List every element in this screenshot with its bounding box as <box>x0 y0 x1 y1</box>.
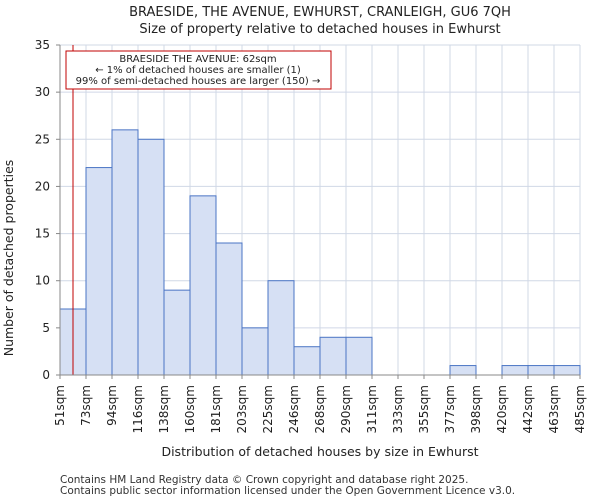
bar-116sqm <box>137 138 165 376</box>
bar-73sqm <box>85 167 113 376</box>
x-tick-label-463sqm: 463sqm <box>547 385 561 433</box>
x-tick-label-160sqm: 160sqm <box>183 385 197 433</box>
x-tick-label-268sqm: 268sqm <box>313 385 327 433</box>
y-tick-label-0: 0 <box>42 368 50 382</box>
y-tick-label-25: 25 <box>35 132 50 146</box>
y-tick-label-5: 5 <box>42 321 50 335</box>
bar-225sqm <box>267 280 295 376</box>
y-tick-label-10: 10 <box>35 274 50 288</box>
x-tick-label-203sqm: 203sqm <box>235 385 249 433</box>
y-tick-label-20: 20 <box>35 179 50 193</box>
bar-463sqm <box>553 365 581 376</box>
y-tick-labels: 0 5 10 15 20 25 30 35 <box>35 38 60 382</box>
bar-246sqm <box>293 346 321 376</box>
x-tick-label-420sqm: 420sqm <box>495 385 509 433</box>
bar-181sqm <box>215 242 243 376</box>
y-axis-label: Number of detached properties <box>1 160 16 357</box>
bar-268sqm <box>319 336 347 376</box>
x-tick-label-246sqm: 246sqm <box>287 385 301 433</box>
x-tick-labels: 51sqm 73sqm 94sqm 116sqm 138sqm 160sqm 181sqm 2… <box>53 375 587 433</box>
footer-line-1: Contains HM Land Registry data © Crown c… <box>60 474 469 486</box>
bar-442sqm <box>527 365 555 376</box>
bar-420sqm <box>501 365 529 376</box>
x-tick-label-73sqm: 73sqm <box>79 385 93 426</box>
annotation-box: BRAESIDE THE AVENUE: 62sqm ← 1% of detac… <box>65 50 332 90</box>
footer-line-2: Contains public sector information licen… <box>60 485 516 497</box>
x-tick-label-377sqm: 377sqm <box>443 385 457 433</box>
x-tick-label-311sqm: 311sqm <box>365 385 379 433</box>
x-tick-label-51sqm: 51sqm <box>53 385 67 426</box>
x-tick-label-485sqm: 485sqm <box>573 385 587 433</box>
y-tick-label-35: 35 <box>35 38 50 52</box>
x-tick-label-225sqm: 225sqm <box>261 385 275 433</box>
bar-203sqm <box>241 327 269 376</box>
x-tick-label-398sqm: 398sqm <box>469 385 483 433</box>
bar-377sqm <box>449 365 477 376</box>
bar-94sqm <box>111 129 139 376</box>
annotation-line-3: 99% of semi-detached houses are larger (… <box>76 76 321 87</box>
annotation-frame <box>65 50 332 90</box>
x-tick-label-355sqm: 355sqm <box>417 385 431 433</box>
annotation-line-1: BRAESIDE THE AVENUE: 62sqm <box>119 54 276 65</box>
x-tick-label-116sqm: 116sqm <box>131 385 145 433</box>
x-tick-label-290sqm: 290sqm <box>339 385 353 433</box>
chart-title: BRAESIDE, THE AVENUE, EWHURST, CRANLEIGH… <box>129 5 511 20</box>
x-tick-label-333sqm: 333sqm <box>391 385 405 433</box>
chart-subtitle: Size of property relative to detached ho… <box>139 22 500 37</box>
annotation-line-2: ← 1% of detached houses are smaller (1) <box>95 65 301 76</box>
x-tick-label-94sqm: 94sqm <box>105 385 119 426</box>
x-axis-label: Distribution of detached houses by size … <box>161 444 478 459</box>
bar-138sqm <box>163 289 191 376</box>
x-tick-label-442sqm: 442sqm <box>521 385 535 433</box>
bar-160sqm <box>189 195 217 376</box>
x-tick-label-181sqm: 181sqm <box>209 385 223 433</box>
y-tick-label-30: 30 <box>35 85 50 99</box>
y-tick-label-15: 15 <box>35 227 50 241</box>
histogram-chart: BRAESIDE, THE AVENUE, EWHURST, CRANLEIGH… <box>1 5 587 459</box>
x-tick-label-138sqm: 138sqm <box>157 385 171 433</box>
bar-290sqm <box>345 336 373 376</box>
